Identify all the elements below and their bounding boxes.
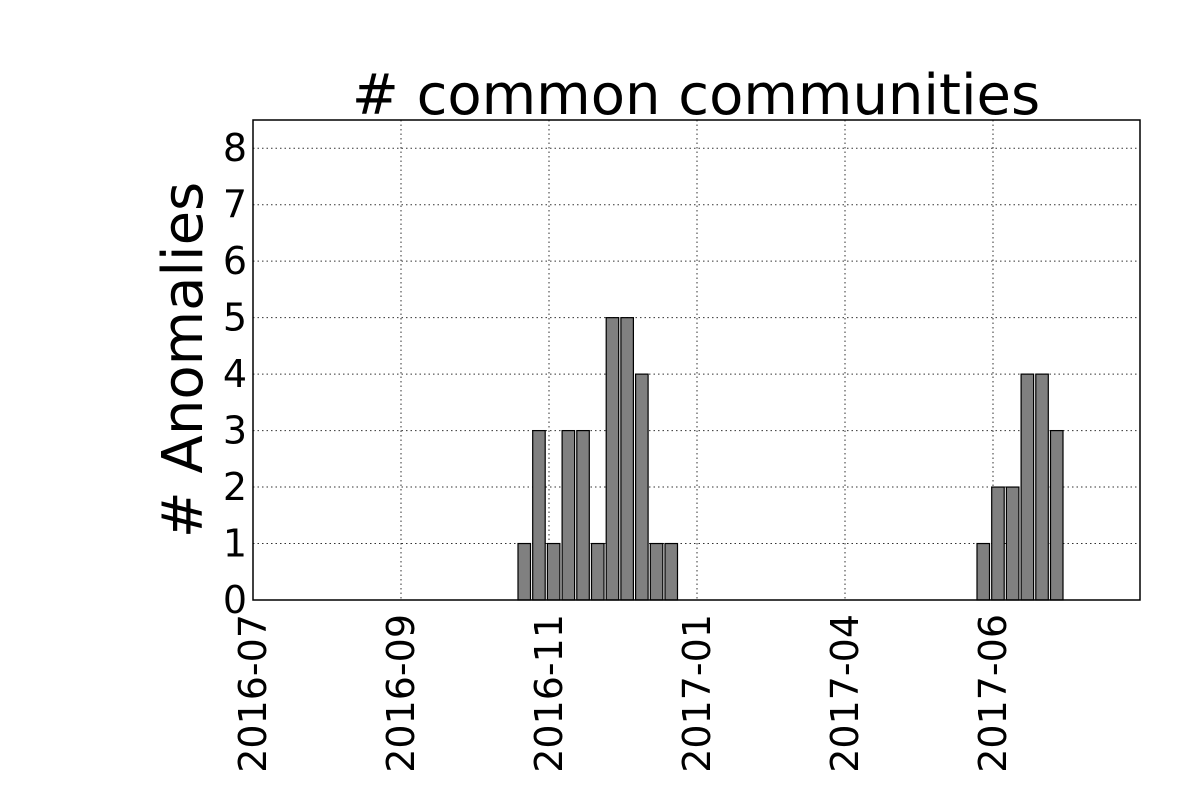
y-tick-label: 5	[223, 296, 247, 340]
x-tick-label: 2016-11	[527, 614, 571, 773]
x-tick-label: 2017-01	[675, 614, 719, 773]
bar	[1035, 373, 1049, 601]
y-tick-label: 7	[223, 183, 247, 227]
bar	[532, 429, 546, 601]
x-tick-label: 2017-06	[971, 614, 1015, 773]
bar	[517, 542, 532, 601]
bar	[1049, 429, 1064, 601]
bar	[664, 542, 679, 601]
y-tick-label: 0	[223, 578, 247, 622]
y-tick-label: 1	[223, 522, 247, 566]
x-tick-label: 2016-07	[231, 614, 275, 773]
bar	[1020, 373, 1035, 601]
plot-frame	[252, 119, 1141, 601]
bar	[561, 429, 576, 601]
y-tick-label: 2	[223, 465, 247, 509]
bars	[517, 317, 1064, 601]
bar	[576, 429, 590, 601]
y-tick-label: 8	[223, 126, 247, 170]
bar	[620, 317, 635, 601]
x-tick-label: 2017-04	[823, 614, 867, 773]
x-tick-labels: 2016-07 2016-09 2016-11 2017-01 2017-04 2017-…	[231, 614, 1015, 773]
bar	[649, 542, 664, 601]
y-tick-labels: 0 1 2 3 4 5 6 7 8	[223, 126, 247, 622]
bar	[590, 542, 605, 601]
bar	[1005, 486, 1020, 601]
x-tick-label: 2016-09	[379, 614, 423, 773]
bar	[991, 486, 1005, 601]
y-tick-label: 6	[223, 239, 247, 283]
chart-title: # common communities	[352, 63, 1040, 128]
y-axis-label: # Anomalies	[151, 182, 216, 538]
bar	[605, 317, 620, 601]
bar	[976, 542, 991, 601]
y-tick-label: 3	[223, 409, 247, 453]
bar	[546, 542, 561, 601]
y-tick-label: 4	[223, 352, 247, 396]
bar	[634, 373, 649, 601]
